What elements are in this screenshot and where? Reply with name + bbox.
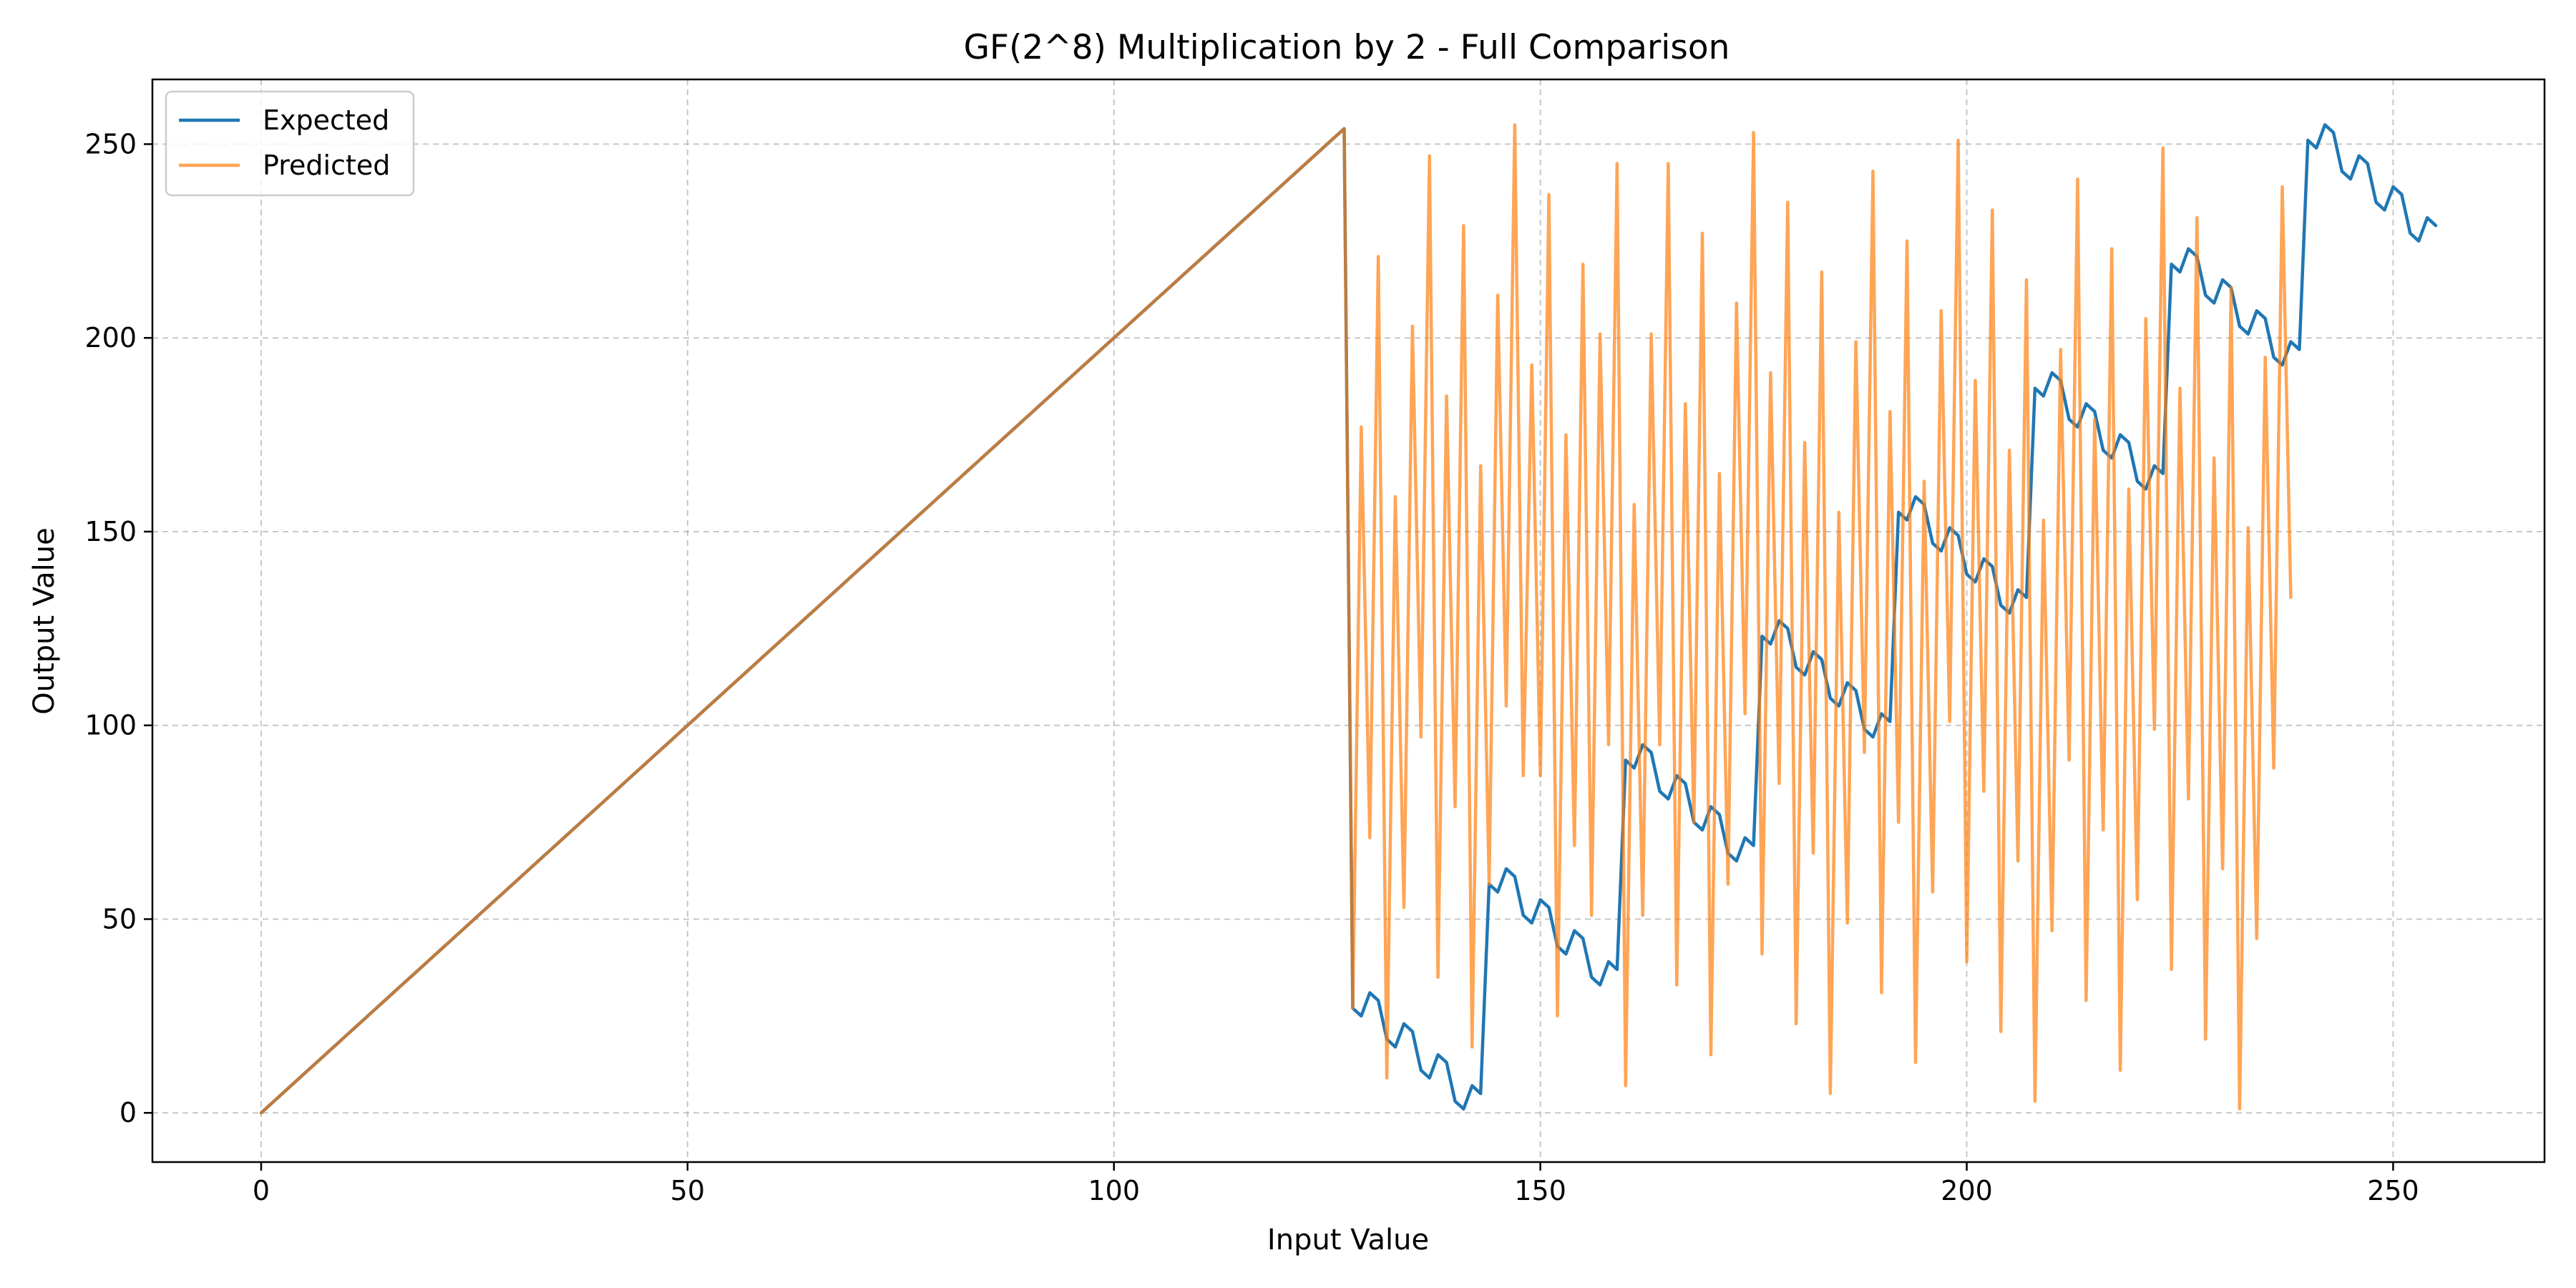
legend-label-predicted: Predicted xyxy=(263,150,390,181)
x-tick-label: 150 xyxy=(1514,1175,1566,1206)
x-tick-label: 200 xyxy=(1941,1175,1993,1206)
y-tick-label: 50 xyxy=(102,903,137,935)
y-tick-label: 100 xyxy=(84,710,137,741)
y-axis-label: Output Value xyxy=(28,527,61,715)
y-tick-label: 250 xyxy=(84,128,137,160)
series-line-predicted xyxy=(259,123,2293,1115)
legend-label-expected: Expected xyxy=(263,104,389,136)
x-tick-label: 50 xyxy=(670,1175,705,1206)
x-tick-label: 0 xyxy=(253,1175,270,1206)
x-tick-label: 100 xyxy=(1088,1175,1140,1206)
series-group xyxy=(259,123,2438,1115)
plot-frame xyxy=(151,78,2546,1163)
legend: Expected Predicted xyxy=(165,90,415,197)
ticks: 0 50 100 150 200 250 0 50 100 150 200 250 xyxy=(84,128,2419,1206)
legend-box xyxy=(165,90,415,197)
y-tick-label: 200 xyxy=(84,322,137,353)
x-axis-label: Input Value xyxy=(1267,1224,1429,1257)
y-tick-label: 150 xyxy=(84,516,137,547)
y-tick-label: 0 xyxy=(119,1097,137,1128)
x-tick-label: 250 xyxy=(2367,1175,2419,1206)
chart-title: GF(2^8) Multiplication by 2 - Full Compa… xyxy=(964,28,1730,67)
